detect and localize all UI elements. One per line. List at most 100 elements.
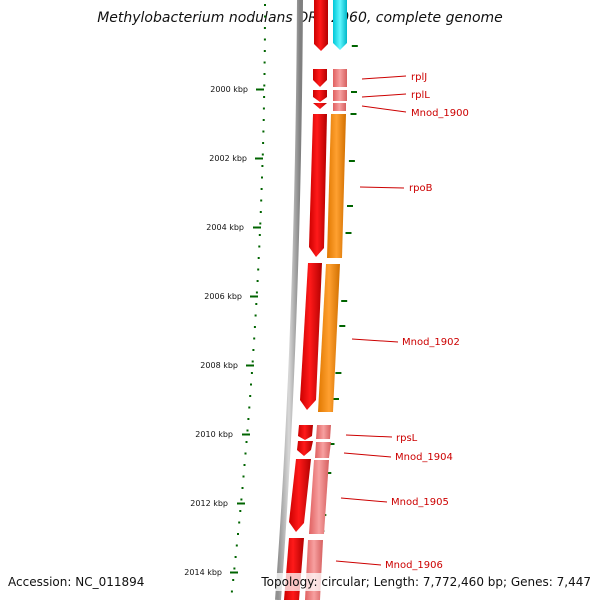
outer-scale-tick xyxy=(345,232,352,234)
kbp-tick: 2012 kbp xyxy=(190,499,245,508)
kbp-tick: 2000 kbp xyxy=(210,85,264,94)
outer-scale-tick xyxy=(351,45,358,47)
svg-text:Mnod_1900: Mnod_1900 xyxy=(411,108,469,119)
outer-scale-tick xyxy=(328,443,335,445)
gene-arrow xyxy=(297,441,313,456)
scale-dot xyxy=(238,521,241,524)
scale-dot xyxy=(232,579,235,581)
scale-dot xyxy=(249,395,252,397)
outer-scale-tick xyxy=(351,91,357,93)
outer-scale-tick xyxy=(339,325,346,327)
scale-dot xyxy=(250,383,252,386)
scale-dot xyxy=(243,464,246,466)
scale-dot xyxy=(261,165,264,167)
scale-dot xyxy=(253,326,256,328)
pink-feature xyxy=(309,460,329,534)
scale-dot xyxy=(255,291,258,294)
kbp-tick: 2010 kbp xyxy=(195,430,250,439)
outer-scale-tick xyxy=(350,113,357,115)
gene-arrow xyxy=(309,114,327,257)
scale-dot xyxy=(262,142,265,144)
svg-text:2012 kbp: 2012 kbp xyxy=(190,499,228,508)
svg-text:2014 kbp: 2014 kbp xyxy=(184,568,222,577)
orange-feature xyxy=(318,264,340,412)
svg-text:rpsL: rpsL xyxy=(396,433,418,444)
gene-arrow xyxy=(313,69,327,87)
scale-dot xyxy=(260,199,263,202)
outer-scale-tick xyxy=(333,398,339,400)
gene-label-mnod-1905: Mnod_1905 xyxy=(340,497,449,508)
scale-dot xyxy=(261,176,263,179)
scale-dot xyxy=(251,360,254,363)
scale-dot xyxy=(264,15,266,18)
scale-dot xyxy=(233,567,236,570)
scale-dot xyxy=(245,441,248,443)
scale-dot xyxy=(234,556,237,558)
genome-backbone-arc xyxy=(275,0,303,600)
svg-text:2006 kbp: 2006 kbp xyxy=(204,292,242,301)
outer-scale-tick xyxy=(325,472,332,474)
kbp-tick: 2014 kbp xyxy=(184,568,238,577)
scale-dot xyxy=(258,245,261,248)
scale-dot xyxy=(246,429,249,432)
scale-dot xyxy=(250,372,253,374)
scale-dot xyxy=(264,4,266,6)
svg-text:Mnod_1906: Mnod_1906 xyxy=(385,560,443,571)
gene-arrow xyxy=(298,425,313,440)
kbp-tick: 2002 kbp xyxy=(209,154,263,163)
outer-scale-tick xyxy=(347,205,353,207)
gene-arrow xyxy=(314,0,328,51)
scale-dot xyxy=(244,452,247,455)
gene-label-mnod-1900: Mnod_1900 xyxy=(361,105,469,119)
scale-dot xyxy=(255,303,258,305)
scale-dot xyxy=(263,84,266,87)
kbp-scale: 2000 kbp 2002 kbp 2004 kbp 2006 kbp 2008… xyxy=(184,85,264,577)
scale-dot xyxy=(248,406,251,409)
svg-text:2008 kbp: 2008 kbp xyxy=(200,361,238,370)
svg-text:Mnod_1905: Mnod_1905 xyxy=(391,497,449,508)
kbp-tick: 2006 kbp xyxy=(204,292,258,301)
pink-feature xyxy=(333,69,347,87)
scale-dot xyxy=(257,257,260,259)
scale-dot xyxy=(237,533,239,535)
scale-dot xyxy=(230,590,233,593)
gene-label-rpob: rpoB xyxy=(359,183,433,194)
cyan-feature xyxy=(333,0,347,50)
gene-label-mnod-1902: Mnod_1902 xyxy=(351,337,460,348)
scale-dot xyxy=(262,107,265,110)
scale-dot xyxy=(260,188,263,190)
gene-label-mnod-1904: Mnod_1904 xyxy=(343,452,453,463)
gene-labels: rplJ rplL Mnod_1900 rpoB Mnod_1902 rpsL … xyxy=(335,72,469,571)
scale-dot xyxy=(263,73,266,75)
outer-scale-tick xyxy=(341,300,348,302)
scale-dot xyxy=(259,222,262,225)
gene-label-rplL: rplL xyxy=(361,90,430,101)
scale-dot xyxy=(239,510,242,512)
scale-dot xyxy=(258,234,261,236)
svg-text:Mnod_1902: Mnod_1902 xyxy=(402,337,460,348)
scale-dot xyxy=(241,487,244,489)
scale-dot xyxy=(253,337,256,340)
gene-arrow xyxy=(313,90,327,102)
gene-label-rplJ: rplJ xyxy=(361,72,427,83)
orange-feature xyxy=(327,114,346,258)
gene-arrow xyxy=(300,263,322,410)
gene-arrow xyxy=(289,459,311,532)
pink-feature xyxy=(315,442,331,458)
footer-background xyxy=(255,573,595,591)
svg-text:rpoB: rpoB xyxy=(409,183,433,194)
scale-dot xyxy=(263,96,266,98)
scale-dot xyxy=(262,130,265,133)
pink-feature xyxy=(316,425,331,439)
topology-text: Topology: circular; Length: 7,772,460 bp… xyxy=(260,575,591,589)
scale-dot xyxy=(247,418,250,420)
scale-dot xyxy=(252,349,255,351)
svg-text:2010 kbp: 2010 kbp xyxy=(195,430,233,439)
gene-label-mnod-1906: Mnod_1906 xyxy=(335,560,443,571)
svg-text:rplL: rplL xyxy=(411,90,430,101)
gene-arrow xyxy=(313,103,327,109)
outer-scale-tick xyxy=(348,160,355,162)
scale-dot xyxy=(242,475,245,478)
pink-feature xyxy=(333,90,347,101)
